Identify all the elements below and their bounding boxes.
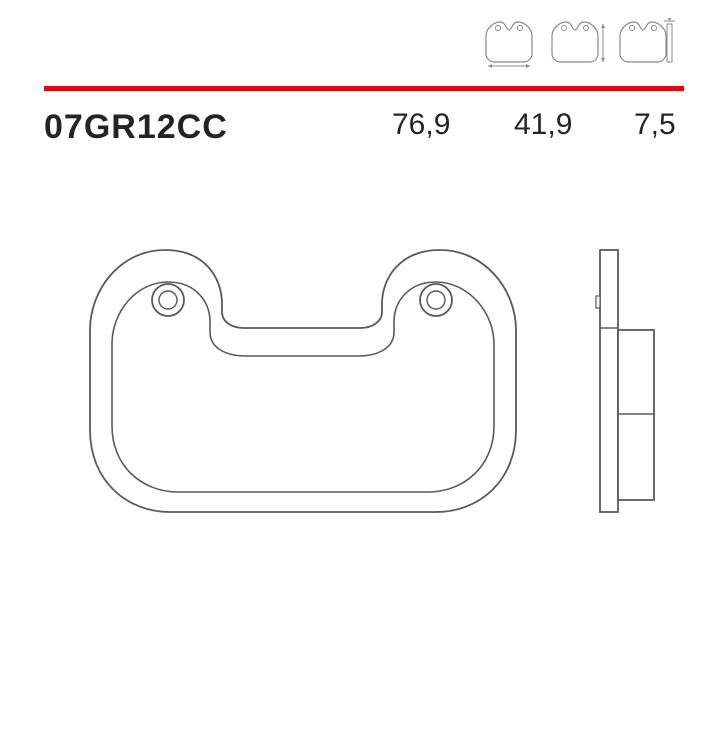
front-view <box>90 250 516 512</box>
technical-drawing <box>0 0 724 729</box>
product-spec-card: 07GR12CC 76,9 41,9 7,5 <box>0 0 724 724</box>
side-view <box>596 250 654 512</box>
